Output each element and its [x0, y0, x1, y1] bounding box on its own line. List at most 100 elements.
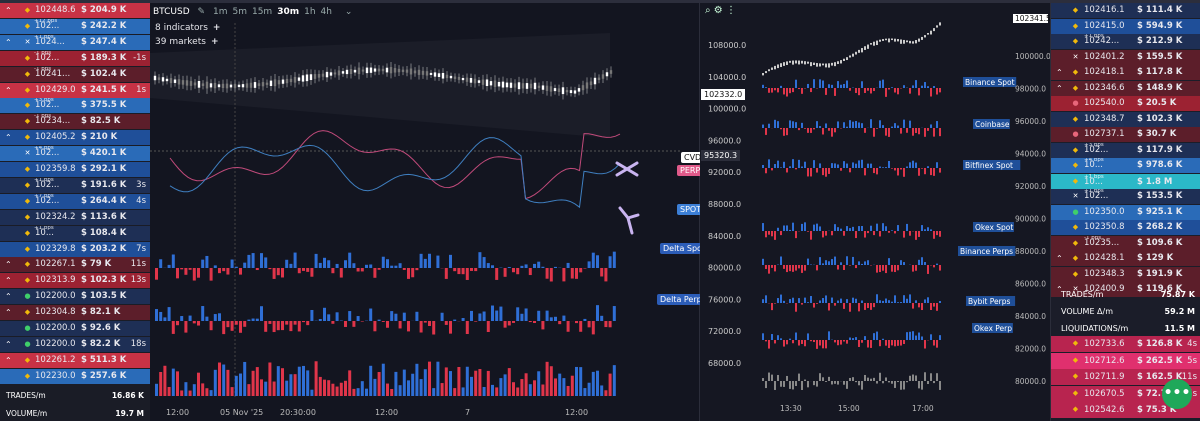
markets-toggle[interactable]: 39 markets +	[155, 37, 219, 47]
orderbook-row[interactable]: +4 bps ◆ 10... $ 978.6 K	[1051, 158, 1200, 173]
trade-row[interactable]: +7 bps ◆ 102... $ 264.4 K 4s	[0, 193, 150, 209]
liq-amount: $ 162.5 K	[1137, 372, 1183, 382]
trade-row[interactable]: -1 bps ◆ 102... $ 189.3 K -1s	[0, 50, 150, 66]
orderbook-row[interactable]: ● 102540.0 $ 20.5 K	[1051, 96, 1200, 111]
orderbook-row[interactable]: ⌃ ◆ 102418.1 $ 117.8 K	[1051, 65, 1200, 80]
exchange-icon: ◆	[1072, 6, 1079, 14]
delta-perps-bar	[461, 318, 465, 321]
trade-row[interactable]: ⌃ +1 bps ✕ 1024... $ 247.4 K	[0, 34, 150, 50]
exchange-delta-bar	[891, 301, 893, 303]
candle-body	[417, 69, 421, 75]
trade-row[interactable]: +4 bps ✕ 102... $ 420.1 K	[0, 146, 150, 162]
delta-spot-bar	[293, 252, 297, 268]
trade-row[interactable]: +12 bps ◆ 102... $ 242.2 K	[0, 18, 150, 34]
main-chart-pane[interactable]: BTCUSD ✎ 1m 5m 15m 30m 1h 4h ⌄ 8 indicators + …	[150, 3, 709, 421]
exchange-delta-bar	[780, 294, 782, 303]
exchange-delta-bar	[828, 168, 830, 174]
trade-row[interactable]: ⌃ ◆ 102313.9 $ 102.3 K 13s	[0, 273, 150, 289]
symbol-label[interactable]: BTCUSD	[153, 7, 190, 17]
exchange-delta-bar	[885, 377, 887, 381]
volume-bar	[180, 390, 184, 396]
exchange-delta-bar	[876, 128, 878, 129]
exchange-delta-bar	[795, 303, 797, 312]
exchange-delta-bar	[819, 300, 821, 303]
trade-row[interactable]: +1 bps ◆ 102... $ 191.6 K 3s	[0, 177, 150, 193]
trade-row[interactable]: ⌃ ● 102200.0 $ 82.2 K 18s	[0, 336, 150, 352]
delta-spot-bar	[415, 268, 419, 271]
tab-timeframe-5m[interactable]: 5m	[232, 7, 247, 17]
orderbook-row[interactable]: ✕ 102401.2 $ 159.5 K	[1051, 49, 1200, 65]
trade-row[interactable]: ◆ 102230.0 $ 257.6 K	[0, 368, 150, 384]
more-icon[interactable]: ⋮	[725, 5, 736, 16]
orderbook-row[interactable]: ⌃ ◆ 102428.1 $ 129 K	[1051, 251, 1200, 266]
candle-body	[930, 30, 932, 35]
orderbook-row[interactable]: ● 102350.0 $ 925.1 K	[1051, 204, 1200, 220]
trade-row[interactable]: ◆ 102324.2 $ 113.6 K	[0, 209, 150, 225]
trade-row[interactable]: -1 bps ◆ 10234... $ 82.5 K	[0, 114, 150, 130]
more-actions-button[interactable]: •••	[1162, 379, 1192, 409]
liquidation-row[interactable]: ◆ 102711.9 $ 162.5 K 11s	[1051, 369, 1200, 385]
orderbook-row[interactable]: ● 102737.1 $ 30.7 K	[1051, 127, 1200, 142]
orderbook-row[interactable]: ⌃ ✕ 102400.9 $ 119.6 K	[1051, 282, 1200, 297]
orderbook-row[interactable]: +1 bps ◆ 10... $ 1.8 M	[1051, 173, 1200, 191]
plus-icon[interactable]: +	[212, 23, 221, 33]
plus-icon[interactable]: +	[210, 37, 219, 47]
trade-row[interactable]: ⌃ ◆ 102267.1 $ 79 K 11s	[0, 257, 150, 273]
trade-age: 11s	[130, 259, 146, 270]
exchange-delta-bar	[840, 262, 842, 265]
volume-bar	[482, 386, 486, 396]
chevron-down-icon[interactable]: ⌄	[344, 7, 353, 17]
trades-feed-left[interactable]: ⌃ ◆ 102448.6 $ 204.9 K +12 bps ◆ 102... $ 242.2…	[0, 3, 150, 421]
search-icon[interactable]: ⌕	[705, 5, 711, 16]
trade-row[interactable]: +3 bps ◆ 102... $ 375.5 K	[0, 98, 150, 114]
delta-perps-bar	[512, 321, 515, 323]
trade-row[interactable]: ⌃ ◆ 102304.8 $ 82.1 K	[0, 305, 150, 321]
candle-body	[549, 86, 553, 92]
trade-row[interactable]: ⌃ ◆ 102405.2 $ 210 K	[0, 130, 150, 146]
orderbook-row[interactable]: ◆ 102350.8 $ 268.2 K	[1051, 220, 1200, 235]
order-price: 102401.2	[1084, 51, 1125, 62]
liquidation-row[interactable]: ◆ 102712.6 $ 262.5 K 5s	[1051, 352, 1200, 369]
trade-row[interactable]: ◆ 102329.8 $ 203.2 K 7s	[0, 241, 150, 257]
trade-row[interactable]: -1 bps ◆ 10241... $ 102.4 K	[0, 66, 150, 82]
exchange-icon: ◆	[24, 260, 31, 269]
exchange-delta-bar	[888, 381, 890, 383]
volume-bar	[297, 366, 301, 396]
orderbook-row[interactable]: ◆ 102348.7 $ 102.3 K	[1051, 111, 1200, 127]
orderbook-row[interactable]: +1 bps ✕ 102... $ 153.5 K	[1051, 189, 1200, 204]
trade-row[interactable]: ⌃ ● 102200.0 $ 103.5 K	[0, 289, 150, 305]
trades-feed-right[interactable]: ◆ 102416.1 $ 111.4 K ◆ 102415.0 $ 594.9 K +1 b…	[1050, 3, 1200, 421]
tab-timeframe-1h[interactable]: 1h	[304, 7, 316, 17]
liquidation-row[interactable]: ◆ 102733.6 $ 126.8 K 4s	[1051, 336, 1200, 352]
orderbook-row[interactable]: +1 bps ◆ 10242... $ 212.9 K	[1051, 34, 1200, 49]
edit-icon[interactable]: ✎	[197, 7, 206, 17]
tab-timeframe-4h[interactable]: 4h	[320, 7, 332, 17]
orderbook-row[interactable]: +3 bps ◆ 102... $ 117.9 K	[1051, 142, 1200, 158]
trade-row[interactable]: ● 102200.0 $ 92.6 K	[0, 321, 150, 336]
tab-timeframe-15m[interactable]: 15m	[251, 7, 273, 17]
gear-icon[interactable]: ⚙	[713, 5, 723, 16]
orderbook-row[interactable]: ◆ 102348.3 $ 191.9 K	[1051, 266, 1200, 282]
orderbook-row[interactable]: ⌃ ◆ 102346.6 $ 148.9 K	[1051, 80, 1200, 96]
orderbook-row[interactable]: ◆ 102415.0 $ 594.9 K	[1051, 18, 1200, 34]
tab-timeframe-30m[interactable]: 30m	[277, 7, 300, 17]
exchange-delta-bar	[927, 381, 929, 385]
orderbook-row[interactable]: ◆ 102416.1 $ 111.4 K	[1051, 3, 1200, 18]
exchange-chart-pane[interactable]: ⌕ ⚙ ⋮ 95320.3 102332.0 108000.0 104000.0 1…	[700, 3, 1050, 421]
trade-row[interactable]: ⌃ ◆ 102261.2 $ 511.3 K	[0, 352, 150, 368]
liquidation-row[interactable]: ◆ 102542.6 $ 75.3 K	[1051, 402, 1200, 418]
volume-bar	[285, 380, 289, 396]
indicators-toggle[interactable]: 8 indicators +	[155, 23, 220, 33]
trade-row[interactable]: ⌃ ◆ 102448.6 $ 204.9 K	[0, 3, 150, 18]
exchange-icon: ◆	[24, 21, 31, 30]
trade-row[interactable]: +1 bps ◆ 10... $ 108.4 K	[0, 225, 150, 241]
volume-bar	[390, 389, 394, 396]
trade-row[interactable]: ◆ 102359.8 $ 292.1 K	[0, 162, 150, 177]
candle-body	[852, 53, 854, 57]
exchange-label: Okex Perp	[972, 323, 1013, 333]
orderbook-row[interactable]: -1 bps ◆ 10235... $ 109.6 K	[1051, 235, 1200, 251]
exchange-delta-bar	[837, 300, 839, 303]
candle-body	[269, 80, 273, 87]
trade-row[interactable]: ⌃ ◆ 102429.0 $ 241.5 K 1s	[0, 82, 150, 98]
tab-timeframe-1m[interactable]: 1m	[212, 7, 228, 17]
